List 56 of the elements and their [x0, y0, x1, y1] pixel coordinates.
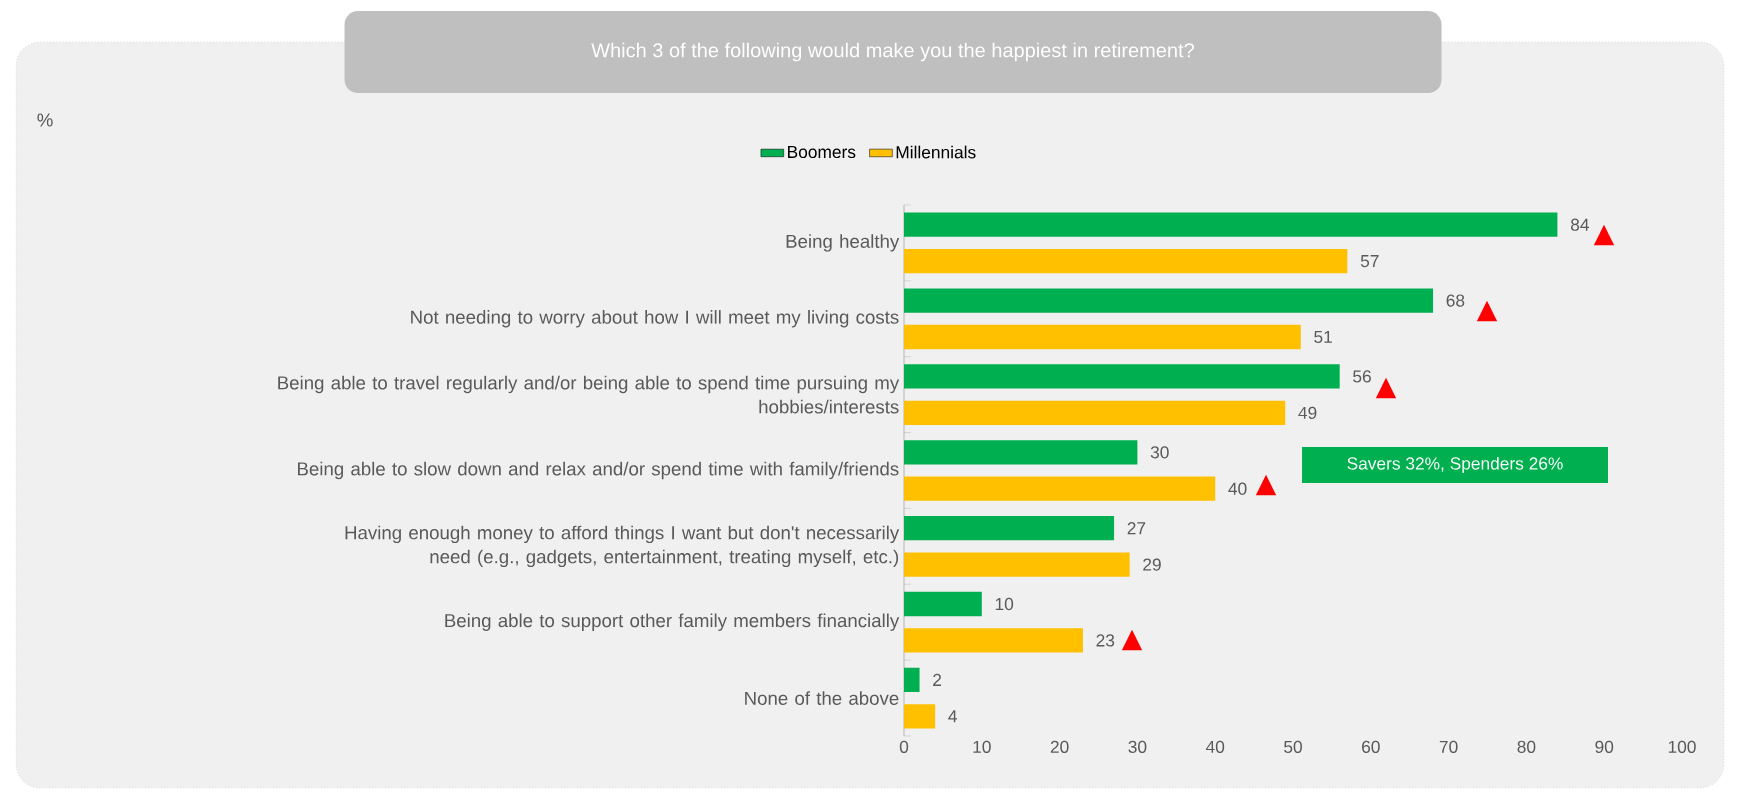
annotation: ▲: [1121, 629, 1143, 651]
x-tick-label: 90: [1595, 740, 1614, 753]
bar: [904, 516, 1115, 541]
bar: [904, 400, 1286, 425]
y-tick-label: Being able to slow down and relax and/or spend time with family/friends: [298, 461, 899, 480]
text: %: [37, 113, 53, 127]
data-label: 57: [1360, 255, 1379, 268]
bar: [904, 628, 1083, 653]
bar: [904, 440, 1138, 465]
y-tick-label: Being healthy: [786, 234, 900, 252]
data-label: 27: [1127, 522, 1146, 535]
data-label: 29: [1143, 558, 1161, 571]
data-label: 49: [1298, 406, 1317, 419]
annotation: ▲: [1255, 474, 1277, 496]
x-tick-label: 40: [1205, 740, 1225, 753]
legend-label: Millennials: [896, 145, 976, 159]
bar: [904, 476, 1216, 501]
y-tick-label: Being able to travel regularly and/or being able to spend time pursuing my hobbies/interests: [278, 375, 900, 414]
bar: [904, 288, 1434, 313]
bar: [904, 324, 1301, 350]
y-tick-label: Not needing to worry about how I will meet my living costs: [411, 310, 899, 328]
y-tick-label: Being able to support other family members financially: [445, 613, 900, 631]
y-tick-label: None of the above: [745, 691, 899, 705]
data-label: 68: [1446, 294, 1465, 307]
x-tick-label: 50: [1284, 740, 1302, 753]
legend-label: Boomers: [788, 146, 856, 159]
bar: [904, 667, 920, 692]
x-tick-label: 80: [1517, 740, 1536, 753]
data-label: 10: [995, 597, 1014, 611]
annotation: Savers 32%, Spenders 26%: [1347, 456, 1563, 474]
data-label: 30: [1150, 446, 1169, 459]
annotation: ▲: [1375, 377, 1397, 399]
data-label: 4: [948, 710, 957, 723]
data-label: 2: [933, 673, 942, 686]
annotation: ▲: [1476, 300, 1498, 322]
x-tick-label: 10: [973, 740, 991, 753]
data-label: 84: [1570, 218, 1589, 231]
bar: [904, 704, 936, 729]
data-label: 51: [1314, 330, 1332, 344]
x-tick-label: 60: [1362, 740, 1380, 753]
annotation: ▲: [1593, 224, 1615, 246]
data-label: 23: [1096, 634, 1115, 647]
bar: [904, 552, 1130, 577]
x-tick-label: 20: [1050, 740, 1069, 753]
data-label: 56: [1353, 370, 1371, 383]
bar: [904, 212, 1558, 237]
x-tick-label: 0: [899, 740, 909, 753]
bar: [904, 248, 1348, 274]
x-tick-label: 70: [1439, 740, 1458, 753]
y-tick-label: Having enough money to afford things I want but don't necessarily need (e.g., gadgets, entertainment, treating myself, etc.): [345, 525, 900, 568]
data-label: 40: [1228, 482, 1247, 495]
bar: [904, 591, 982, 617]
chart-title: Which 3 of the following would make you the happiest in retirement?: [591, 42, 1194, 62]
x-tick-label: 100: [1668, 740, 1696, 753]
x-tick-label: 30: [1128, 740, 1147, 753]
bar: [904, 364, 1340, 389]
